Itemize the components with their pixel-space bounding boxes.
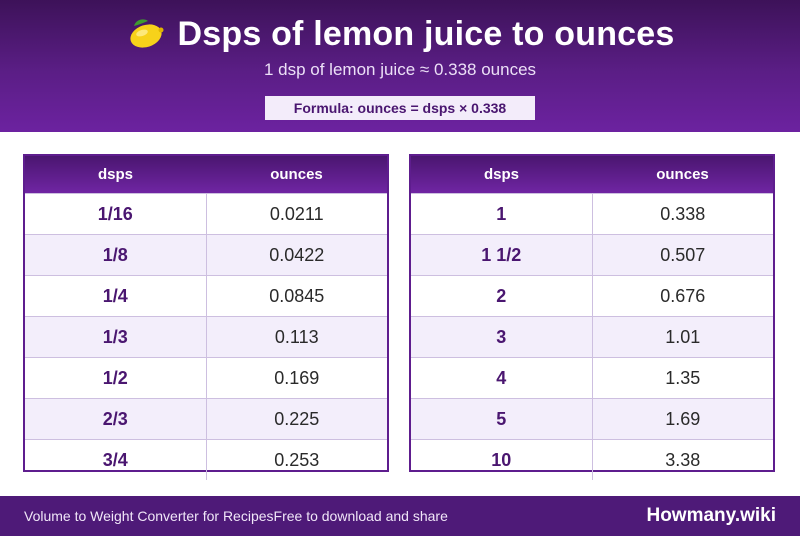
dsps-cell: 5 <box>411 398 593 440</box>
subtitle: 1 dsp of lemon juice ≈ 0.338 ounces <box>263 60 537 79</box>
table-row: 1 1/2 0.507 <box>411 234 773 276</box>
ounces-cell: 1.35 <box>592 357 773 399</box>
title-text: Dsps of lemon juice to ounces <box>177 14 675 53</box>
conversion-table-right: dsps ounces 1 0.338 1 1/2 0.507 2 0.676 3 1.… <box>409 154 775 480</box>
dsps-cell: 10 <box>411 439 593 480</box>
table-header-row: dsps ounces <box>411 156 773 194</box>
table-row: 10 3.38 <box>411 439 773 480</box>
ounces-cell: 0.507 <box>592 234 773 276</box>
footer-bar: Volume to Weight Converter for RecipesFr… <box>0 496 800 536</box>
dsps-cell: 3/4 <box>25 439 207 480</box>
ounces-cell: 0.169 <box>206 357 387 399</box>
footer-share-note: Free to download and share <box>273 508 448 524</box>
table-row: 4 1.35 <box>411 357 773 399</box>
dsps-cell: 1/4 <box>25 275 207 317</box>
dsps-cell: 2/3 <box>25 398 207 440</box>
ounces-cell: 0.253 <box>206 439 387 480</box>
table-row: 3 1.01 <box>411 316 773 358</box>
table-row: 2 0.676 <box>411 275 773 317</box>
brand-logo-text[interactable]: Howmany.wiki <box>646 505 776 526</box>
table-row: 3/4 0.253 <box>25 439 387 480</box>
ounces-cell: 1.01 <box>592 316 773 358</box>
ounces-cell: 0.0845 <box>206 275 387 317</box>
conversion-table-left: dsps ounces 1/16 0.0211 1/8 0.0422 1/4 0.08… <box>23 154 389 480</box>
ounces-cell: 3.38 <box>592 439 773 480</box>
formula-box: Formula: ounces = dsps × 0.338 <box>265 96 535 120</box>
dsps-cell: 1/3 <box>25 316 207 358</box>
ounces-cell: 0.676 <box>592 275 773 317</box>
ounces-cell: 1.69 <box>592 398 773 440</box>
ounces-cell: 0.225 <box>206 398 387 440</box>
table-row: 1/8 0.0422 <box>25 234 387 276</box>
footer-description: Volume to Weight Converter for RecipesFr… <box>24 496 448 536</box>
dsps-cell: 1/2 <box>25 357 207 399</box>
dsps-cell: 1 1/2 <box>411 234 593 276</box>
column-header-ounces: ounces <box>592 156 773 194</box>
ounces-cell: 0.0211 <box>206 193 387 235</box>
page-title: Dsps of lemon juice to ounces <box>0 12 800 56</box>
table-row: 1 0.338 <box>411 193 773 235</box>
dsps-cell: 1/16 <box>25 193 207 235</box>
table-row: 1/2 0.169 <box>25 357 387 399</box>
header-banner: Dsps of lemon juice to ounces 1 dsp of l… <box>0 0 800 132</box>
table-row: 5 1.69 <box>411 398 773 440</box>
column-header-ounces: ounces <box>206 156 387 194</box>
column-header-dsps: dsps <box>25 156 206 194</box>
table-row: 1/16 0.0211 <box>25 193 387 235</box>
ounces-cell: 0.0422 <box>206 234 387 276</box>
table-header-row: dsps ounces <box>25 156 387 194</box>
dsps-cell: 2 <box>411 275 593 317</box>
dsps-cell: 1 <box>411 193 593 235</box>
table-row: 1/4 0.0845 <box>25 275 387 317</box>
table-row: 2/3 0.225 <box>25 398 387 440</box>
dsps-cell: 3 <box>411 316 593 358</box>
dsps-cell: 4 <box>411 357 593 399</box>
dsps-cell: 1/8 <box>25 234 207 276</box>
table-row: 1/3 0.113 <box>25 316 387 358</box>
ounces-cell: 0.113 <box>206 316 387 358</box>
column-header-dsps: dsps <box>411 156 592 194</box>
footer-site-description: Volume to Weight Converter for Recipes <box>24 508 274 524</box>
lemon-icon <box>129 19 163 48</box>
ounces-cell: 0.338 <box>592 193 773 235</box>
